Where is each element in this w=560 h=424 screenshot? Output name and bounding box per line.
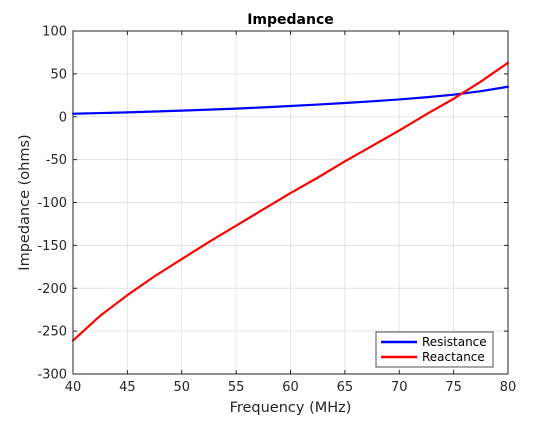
y-tick-label: 100 bbox=[42, 25, 67, 40]
y-tick-label: -150 bbox=[37, 239, 67, 254]
legend-label-reactance: Reactance bbox=[422, 350, 485, 364]
x-tick-label: 40 bbox=[65, 380, 82, 395]
x-tick-label: 70 bbox=[391, 380, 408, 395]
series-line-reactance bbox=[71, 61, 510, 342]
axis-ticks bbox=[72, 30, 509, 375]
y-axis-label: Impedance (ohms) bbox=[17, 134, 33, 270]
y-tick-label: -300 bbox=[37, 368, 67, 383]
y-tick-label: 0 bbox=[59, 110, 67, 125]
y-tick-label: -50 bbox=[46, 153, 67, 168]
y-tick-label: 50 bbox=[50, 67, 67, 82]
x-axis-label: Frequency (MHz) bbox=[230, 400, 352, 416]
x-tick-label: 50 bbox=[173, 380, 190, 395]
y-tick-label: -250 bbox=[37, 325, 67, 340]
y-tick-label: -200 bbox=[37, 282, 67, 297]
axis-tick-labels: 40 45 50 55 60 65 70 75 80 -300 -250 -200 -150 -100 -5… bbox=[37, 25, 516, 396]
x-tick-label: 75 bbox=[445, 380, 462, 395]
series-lines bbox=[71, 61, 510, 342]
chart-title: Impedance bbox=[247, 12, 334, 28]
x-tick-label: 55 bbox=[228, 380, 245, 395]
x-tick-label: 65 bbox=[337, 380, 354, 395]
x-tick-label: 45 bbox=[119, 380, 136, 395]
legend: Resistance Reactance bbox=[375, 331, 494, 368]
series-line-resistance bbox=[71, 85, 510, 115]
x-tick-label: 80 bbox=[500, 380, 517, 395]
legend-label-resistance: Resistance bbox=[422, 335, 487, 349]
x-tick-label: 60 bbox=[282, 380, 299, 395]
legend-box bbox=[375, 331, 494, 368]
y-tick-label: -100 bbox=[37, 196, 67, 211]
